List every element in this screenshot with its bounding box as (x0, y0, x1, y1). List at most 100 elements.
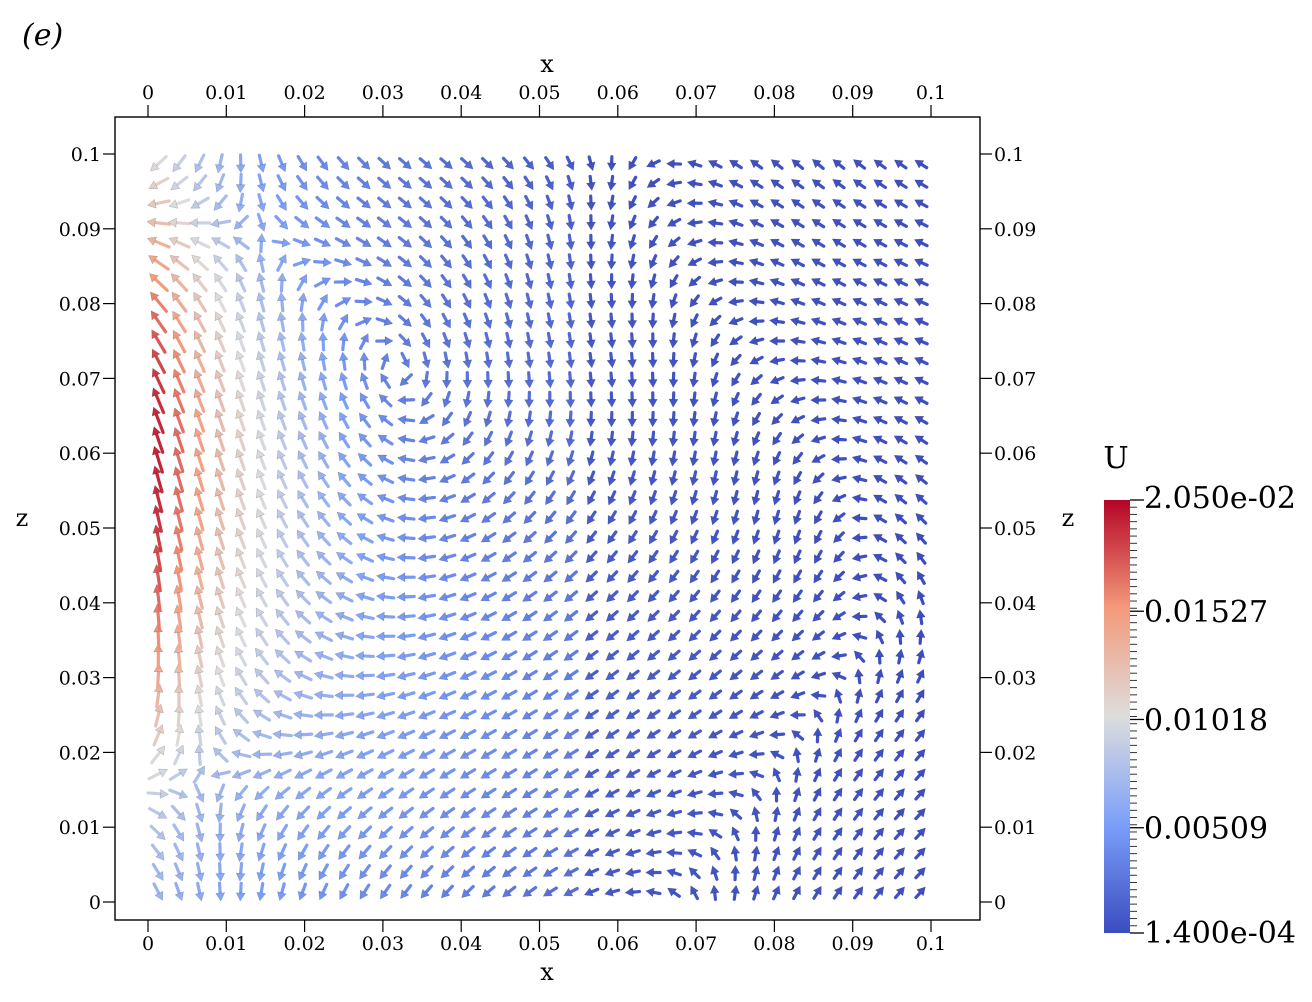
arrow-head (607, 221, 616, 230)
arrow-shaft (198, 572, 202, 589)
vector-arrow (896, 610, 905, 623)
vector-arrow (195, 155, 204, 172)
vector-arrow (461, 809, 475, 819)
vector-arrow (481, 554, 495, 562)
vector-arrow (317, 551, 330, 564)
arrow-head (628, 399, 637, 407)
arrow-shaft (178, 650, 180, 667)
vector-arrow (152, 845, 164, 860)
vector-arrow (173, 350, 184, 372)
z-axis-title-right: z (1062, 504, 1075, 532)
vector-arrow (773, 768, 781, 781)
vector-arrow (298, 332, 307, 350)
vector-arrow (441, 217, 452, 228)
vector-arrow (895, 808, 904, 819)
arrow-head (793, 516, 802, 525)
vector-arrow (689, 611, 699, 622)
vector-arrow (236, 155, 245, 173)
vector-arrow (895, 887, 904, 898)
vector-arrow (298, 451, 307, 468)
arrow-head (831, 651, 840, 660)
arrow-head (566, 241, 575, 250)
vector-arrow (439, 691, 455, 699)
arrow-head (852, 396, 861, 405)
vector-arrow (460, 711, 475, 719)
vector-arrow (708, 770, 722, 779)
arrow-head (669, 496, 678, 505)
arrow-head (687, 160, 696, 169)
arrow-head (649, 280, 658, 289)
vector-arrow (256, 608, 266, 625)
vector-arrow (586, 552, 596, 563)
vector-arrow (873, 357, 886, 365)
vector-arrow (483, 453, 492, 466)
vector-arrow (587, 472, 595, 486)
vector-arrow (566, 472, 574, 486)
arrow-head (752, 806, 761, 815)
arrow-head (669, 320, 678, 329)
vector-arrow (813, 886, 821, 898)
arrow-head (376, 691, 385, 700)
vector-arrow (728, 258, 742, 267)
vector-arrow (462, 198, 472, 209)
vector-arrow (770, 298, 784, 307)
arrow-head (236, 449, 245, 458)
vector-arrow (441, 867, 453, 878)
vector-arrow (355, 671, 373, 680)
vector-arrow (149, 769, 167, 779)
vector-arrow (584, 888, 597, 896)
vector-arrow (378, 789, 392, 799)
arrow-shaft (179, 670, 180, 687)
vector-arrow (667, 789, 681, 797)
arrow-head (418, 533, 427, 542)
vector-arrow (790, 298, 803, 307)
vector-arrow (216, 824, 225, 842)
vector-arrow (628, 373, 637, 387)
vector-arrow (355, 651, 373, 660)
vector-arrow (397, 612, 414, 621)
vector-arrow (335, 671, 353, 680)
vector-arrow (525, 275, 534, 290)
arrow-head (216, 854, 225, 862)
vector-arrow (666, 829, 680, 838)
arrow-head (690, 359, 699, 368)
arrow-head (397, 533, 405, 542)
vector-arrow (314, 711, 332, 720)
vector-arrow (916, 689, 924, 701)
vector-arrow (316, 591, 331, 602)
vector-arrow (564, 750, 578, 758)
arrow-shaft (218, 513, 223, 529)
vector-arrow (338, 158, 349, 170)
arrow-head (607, 202, 616, 211)
arrow-head (418, 691, 427, 700)
arrow-head (648, 399, 657, 407)
vector-arrow (482, 887, 494, 897)
vector-arrow (689, 867, 699, 877)
vector-arrow (587, 314, 596, 328)
arrow-head (852, 612, 860, 621)
vector-arrow (545, 216, 554, 230)
vector-arrow (585, 731, 598, 739)
arrow-head (790, 376, 799, 385)
arrow-head (302, 239, 311, 248)
arrow-head (772, 787, 781, 795)
arrow-head (525, 419, 534, 428)
vector-arrow (814, 512, 822, 524)
vector-arrow (234, 216, 247, 229)
vector-arrow (813, 866, 821, 878)
vector-arrow (275, 649, 289, 662)
vector-arrow (357, 534, 373, 542)
arrow-head (484, 360, 493, 369)
vector-arrow (894, 455, 906, 463)
vector-arrow (605, 809, 618, 817)
vector-arrow (772, 787, 781, 801)
arrow-shaft (239, 455, 244, 470)
vector-arrow (895, 533, 905, 543)
vector-arrow (314, 691, 332, 700)
arrow-head (194, 408, 203, 417)
vector-arrow (463, 256, 472, 269)
vector-arrow (356, 711, 373, 720)
vector-arrow (440, 809, 454, 819)
vector-arrow (378, 298, 393, 306)
arrow-head (298, 293, 307, 302)
